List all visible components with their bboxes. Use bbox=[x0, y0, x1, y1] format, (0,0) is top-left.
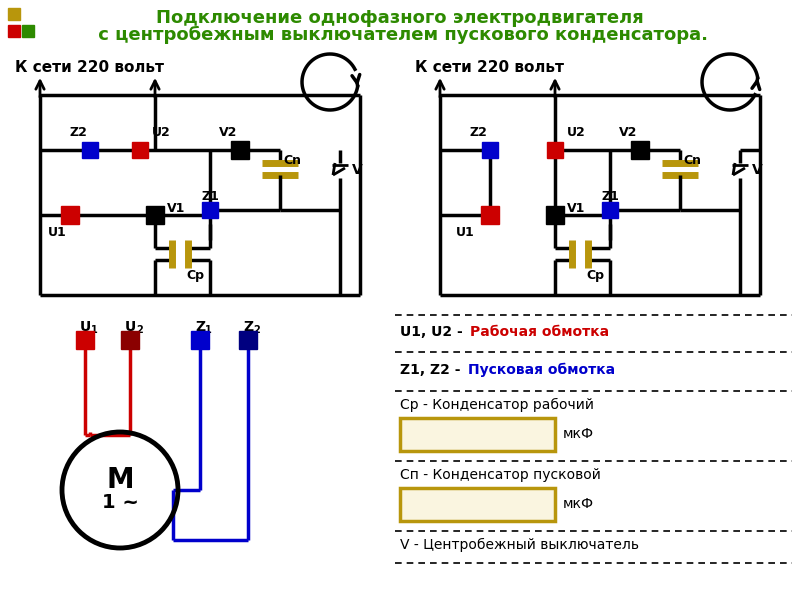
Bar bbox=[400, 488, 555, 521]
Text: Пусковая обмотка: Пусковая обмотка bbox=[468, 363, 615, 377]
Text: 1: 1 bbox=[205, 325, 212, 335]
Bar bbox=[602, 202, 618, 218]
Text: мкФ: мкФ bbox=[563, 427, 594, 442]
Text: 1 ~: 1 ~ bbox=[102, 493, 138, 512]
Bar bbox=[8, 8, 20, 20]
Bar bbox=[631, 141, 649, 159]
Text: М: М bbox=[106, 466, 134, 494]
Text: Рабочая обмотка: Рабочая обмотка bbox=[470, 325, 609, 339]
Bar bbox=[132, 142, 148, 158]
Text: U1, U2 -: U1, U2 - bbox=[400, 325, 468, 339]
Text: V - Центробежный выключатель: V - Центробежный выключатель bbox=[400, 538, 639, 552]
Bar bbox=[61, 206, 79, 224]
Bar bbox=[22, 25, 34, 37]
Bar bbox=[231, 141, 249, 159]
Text: Cn: Cn bbox=[683, 154, 701, 166]
Text: U2: U2 bbox=[152, 127, 170, 139]
Text: U2: U2 bbox=[567, 127, 586, 139]
Text: Z1: Z1 bbox=[201, 191, 219, 203]
Text: Ср - Конденсатор рабочий: Ср - Конденсатор рабочий bbox=[400, 398, 594, 412]
Text: U: U bbox=[124, 320, 136, 334]
Text: V1: V1 bbox=[567, 202, 586, 214]
Bar bbox=[8, 25, 20, 37]
Text: U1: U1 bbox=[48, 226, 66, 239]
Text: Z: Z bbox=[243, 320, 253, 334]
Text: К сети 220 вольт: К сети 220 вольт bbox=[415, 61, 564, 76]
Text: V: V bbox=[752, 163, 762, 177]
Bar bbox=[146, 206, 164, 224]
Bar bbox=[121, 331, 139, 349]
Text: Z1: Z1 bbox=[601, 191, 619, 203]
Bar bbox=[482, 142, 498, 158]
Text: Cn: Cn bbox=[283, 154, 301, 166]
Bar bbox=[481, 206, 499, 224]
Text: Z: Z bbox=[195, 320, 205, 334]
Text: 2: 2 bbox=[136, 325, 142, 335]
Text: Cp: Cp bbox=[586, 269, 604, 283]
Text: U1: U1 bbox=[456, 226, 474, 239]
Text: V: V bbox=[352, 163, 362, 177]
Text: Z1, Z2 -: Z1, Z2 - bbox=[400, 363, 466, 377]
Text: Сп - Конденсатор пусковой: Сп - Конденсатор пусковой bbox=[400, 468, 601, 482]
Text: U: U bbox=[79, 320, 90, 334]
Text: Cp: Cp bbox=[186, 269, 204, 283]
Text: V2: V2 bbox=[219, 127, 237, 139]
Text: Подключение однофазного электродвигателя: Подключение однофазного электродвигателя bbox=[156, 9, 644, 27]
Bar bbox=[76, 331, 94, 349]
Text: мкФ: мкФ bbox=[563, 497, 594, 511]
Bar bbox=[82, 142, 98, 158]
Bar bbox=[239, 331, 257, 349]
Bar bbox=[546, 206, 564, 224]
Text: 1: 1 bbox=[91, 325, 98, 335]
Text: V1: V1 bbox=[167, 202, 186, 214]
Text: V2: V2 bbox=[619, 127, 637, 139]
Bar bbox=[547, 142, 563, 158]
Bar bbox=[202, 202, 218, 218]
Text: Z2: Z2 bbox=[69, 127, 87, 139]
Bar bbox=[400, 418, 555, 451]
Text: К сети 220 вольт: К сети 220 вольт bbox=[15, 61, 164, 76]
Bar bbox=[191, 331, 209, 349]
Text: 2: 2 bbox=[253, 325, 260, 335]
Text: с центробежным выключателем пускового конденсатора.: с центробежным выключателем пускового ко… bbox=[92, 26, 708, 44]
Text: Z2: Z2 bbox=[469, 127, 487, 139]
